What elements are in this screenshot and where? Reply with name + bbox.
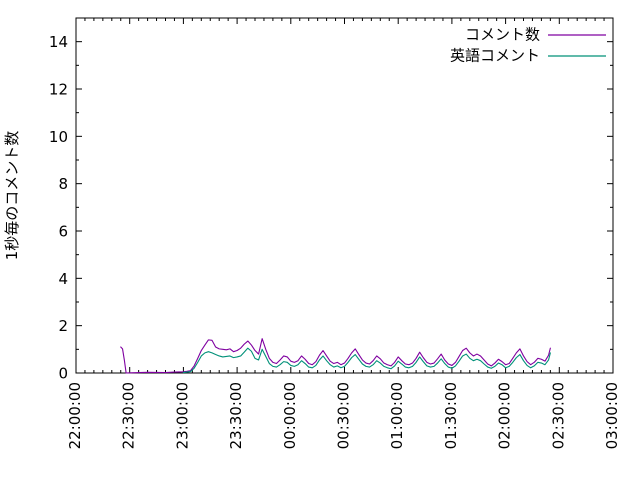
y-axis-title: 1秒毎のコメント数 [3,131,21,261]
plot-frame [75,17,614,374]
x-tick-label: 22:30:00 [120,382,138,449]
x-tick-label: 03:00:00 [603,382,621,449]
x-tick-label: 22:00:00 [66,382,84,449]
x-tick-label: 00:00:00 [281,382,299,449]
x-tick-label: 01:00:00 [388,382,406,449]
series-line-1 [120,338,551,374]
x-tick-label: 23:30:00 [227,382,245,449]
y-tick-label: 8 [58,175,68,193]
y-tick-label: 6 [58,223,68,241]
x-tick-label: 00:30:00 [335,382,353,449]
y-tick-label: 10 [49,128,68,146]
x-tick-label: 02:00:00 [496,382,514,449]
y-tick-label: 0 [58,365,68,383]
x-tick-label: 02:30:00 [549,382,567,449]
series-line-2 [182,347,551,374]
y-tick-label: 4 [58,270,68,288]
y-tick-label: 14 [49,33,68,51]
x-tick-label: 01:30:00 [442,382,460,449]
legend-label-2: 英語コメント [450,47,540,65]
y-tick-label: 2 [58,317,68,335]
x-tick-label: 23:00:00 [173,382,191,449]
y-tick-label: 12 [49,81,68,99]
legend-label-1: コメント数 [465,26,540,44]
